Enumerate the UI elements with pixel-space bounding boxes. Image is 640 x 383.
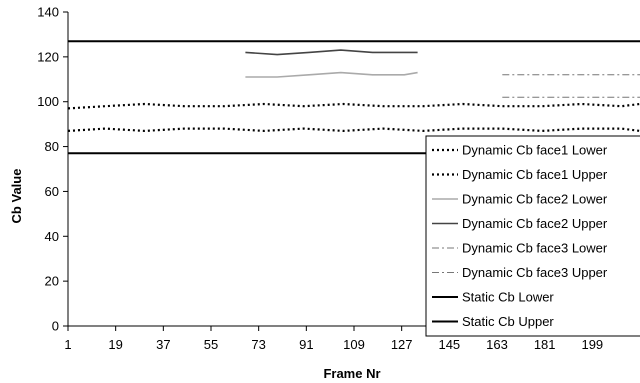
- legend-box: [425, 135, 640, 337]
- legend: Dynamic Cb face1 Lower Dynamic Cb face1 U…: [425, 135, 640, 337]
- series-line-3: [245, 71, 418, 78]
- legend-label: Static Cb Lower: [462, 290, 554, 305]
- legend-label: Dynamic Cb face2 Upper: [462, 216, 608, 231]
- legend-label: Dynamic Cb face3 Upper: [462, 265, 608, 280]
- x-tick-label: 37: [156, 337, 170, 352]
- x-tick-label: 1: [64, 337, 71, 352]
- legend-label: Dynamic Cb face3 Lower: [462, 241, 608, 256]
- x-tick-label: 199: [581, 337, 603, 352]
- y-tick-label: 120: [37, 49, 59, 64]
- x-axis-title: Frame Nr: [323, 366, 380, 381]
- legend-label: Dynamic Cb face2 Lower: [462, 192, 608, 207]
- series-line-2: [67, 102, 640, 110]
- x-tick-label: 145: [438, 337, 460, 352]
- y-axis-title: Cb Value: [9, 169, 24, 224]
- legend-label: Dynamic Cb face1 Lower: [462, 143, 608, 158]
- legend-label: Static Cb Upper: [462, 314, 554, 329]
- series-line-1: [67, 127, 640, 133]
- x-tick-label: 73: [251, 337, 265, 352]
- legend-label: Dynamic Cb face1 Upper: [462, 167, 608, 182]
- axes: 0 20 40 60 80 100 120 140 1 19 37 55 73 91 109 127 145 16…: [37, 5, 640, 352]
- x-tick-label: 127: [391, 337, 413, 352]
- x-tick-label: 91: [299, 337, 313, 352]
- x-tick-label: 55: [204, 337, 218, 352]
- y-tick-label: 100: [37, 94, 59, 109]
- x-tick-label: 163: [486, 337, 508, 352]
- y-tick-label: 60: [45, 184, 59, 199]
- x-tick-label: 19: [108, 337, 122, 352]
- y-tick-label: 0: [52, 319, 59, 334]
- y-tick-label: 80: [45, 139, 59, 154]
- x-tick-label: 109: [343, 337, 365, 352]
- y-tick-label: 20: [45, 274, 59, 289]
- y-tick-label: 40: [45, 229, 59, 244]
- series-line-4: [245, 49, 418, 56]
- x-tick-label: 181: [534, 337, 556, 352]
- y-tick-label: 140: [37, 5, 59, 20]
